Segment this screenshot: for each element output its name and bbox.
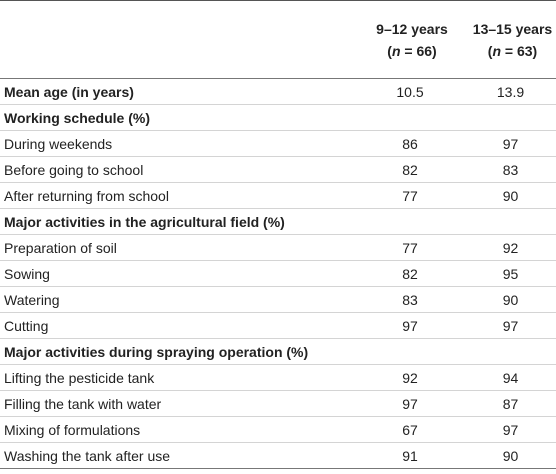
header-cell: 13–15 years (n = 63) [465,0,556,79]
table-row: Watering 83 90 [0,286,556,313]
row-label: Watering [0,286,355,313]
row-label: Major activities during spraying operati… [0,338,355,365]
table-row: Working schedule (%) [0,104,556,131]
header-cell [0,0,355,79]
value-cell: 82 [355,260,465,287]
value-cell [465,208,556,235]
value-cell: 10.5 [355,78,465,105]
value-cell: 92 [355,364,465,391]
value-cell: 67 [355,416,465,443]
header-sample-part: n [492,42,502,59]
row-label: Preparation of soil [0,234,355,261]
row-label: Mean age (in years) [0,78,355,105]
table-row: Cutting 97 97 [0,312,556,339]
header-label: 9–12 years [376,20,448,37]
value-cell: 97 [355,312,465,339]
table-row: Lifting the pesticide tank 92 94 [0,364,556,391]
value-cell: 77 [355,234,465,261]
value-cell [465,104,556,131]
row-label: Before going to school [0,156,355,183]
value-cell [355,338,465,365]
value-cell: 90 [465,286,556,313]
value-cell: 94 [465,364,556,391]
value-cell: 95 [465,260,556,287]
table-body: Mean age (in years) 10.5 13.9 Working sched… [0,78,556,469]
value-cell: 97 [465,130,556,157]
header-sample-part: ( [487,42,493,59]
table-row: Washing the tank after use 91 90 [0,442,556,469]
header-sample-size: (n = 63) [469,40,556,62]
value-cell [355,208,465,235]
table-row: Major activities in the agricultural fie… [0,208,556,235]
value-cell: 97 [355,390,465,417]
value-cell: 90 [465,442,556,469]
value-cell: 77 [355,182,465,209]
value-cell: 97 [465,312,556,339]
header-sample-part: = 66) [400,42,437,59]
table-row: During weekends 86 97 [0,130,556,157]
row-label: Mixing of formulations [0,416,355,443]
header-label: 13–15 years [472,20,553,37]
row-label: Washing the tank after use [0,442,355,469]
value-cell: 83 [355,286,465,313]
value-cell: 82 [355,156,465,183]
table-row: Sowing 82 95 [0,260,556,287]
table-row: Preparation of soil 77 92 [0,234,556,261]
row-label: Working schedule (%) [0,104,355,131]
table-row: After returning from school 77 90 [0,182,556,209]
value-cell: 97 [465,416,556,443]
table-row: Mean age (in years) 10.5 13.9 [0,78,556,105]
row-label: Major activities in the agricultural fie… [0,208,355,235]
value-cell [465,338,556,365]
header-sample-part: n [391,42,401,59]
table-row: Major activities during spraying operati… [0,338,556,365]
table-row: Filling the tank with water 97 87 [0,390,556,417]
row-label: Sowing [0,260,355,287]
value-cell: 83 [465,156,556,183]
header-row: 9–12 years (n = 66) 13–15 years (n = 63) [0,0,556,79]
row-label: During weekends [0,130,355,157]
value-cell: 86 [355,130,465,157]
value-cell: 90 [465,182,556,209]
header-sample-size: (n = 66) [359,40,465,62]
value-cell: 92 [465,234,556,261]
value-cell: 91 [355,442,465,469]
table-row: Before going to school 82 83 [0,156,556,183]
value-cell: 13.9 [465,78,556,105]
header-sample-part: ( [387,42,392,59]
row-label: Filling the tank with water [0,390,355,417]
row-label: Cutting [0,312,355,339]
table-row: Mixing of formulations 67 97 [0,416,556,443]
table-header: 9–12 years (n = 66) 13–15 years (n = 63) [0,0,556,79]
header-cell: 9–12 years (n = 66) [355,0,465,79]
row-label: After returning from school [0,182,355,209]
value-cell: 87 [465,390,556,417]
row-label: Lifting the pesticide tank [0,364,355,391]
value-cell [355,104,465,131]
header-sample-part: = 63) [501,42,538,59]
